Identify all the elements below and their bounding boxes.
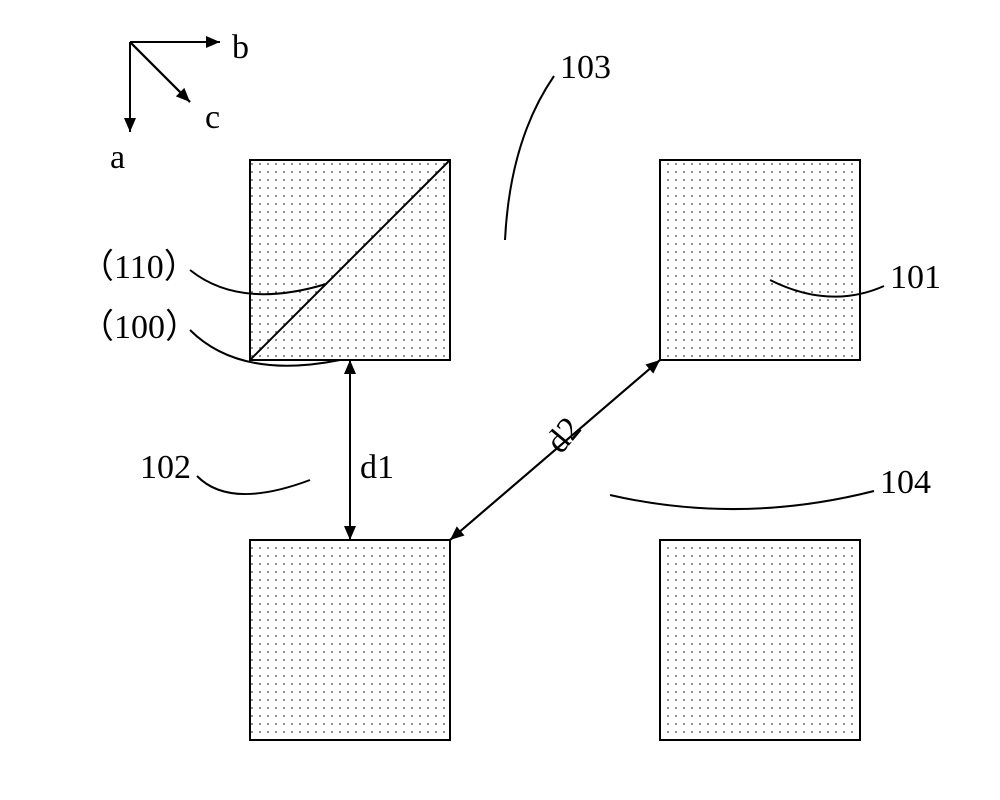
- leader-103: [505, 76, 554, 240]
- square-bottom-left: [250, 540, 450, 740]
- callout-102: 102: [140, 449, 191, 486]
- dimension-d2-label: d2: [539, 410, 589, 460]
- leader-102: [197, 476, 310, 494]
- callout-104: 104: [880, 464, 931, 501]
- axis-c-label: c: [205, 99, 220, 136]
- label-100: （100）: [80, 308, 199, 346]
- callout-101: 101: [890, 259, 941, 296]
- square-top-right: [660, 160, 860, 360]
- dimension-d1-label: d1: [360, 449, 394, 486]
- axis-b-label: b: [232, 29, 249, 66]
- axis-a-label: a: [110, 139, 125, 176]
- leader-104: [610, 491, 874, 509]
- callout-103: 103: [560, 49, 611, 86]
- label-110: （110）: [80, 248, 198, 286]
- square-bottom-right: [660, 540, 860, 740]
